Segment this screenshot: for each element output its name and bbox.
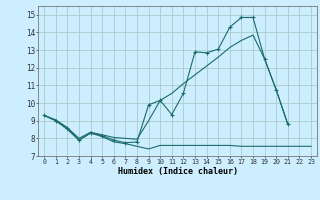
X-axis label: Humidex (Indice chaleur): Humidex (Indice chaleur) <box>118 167 238 176</box>
